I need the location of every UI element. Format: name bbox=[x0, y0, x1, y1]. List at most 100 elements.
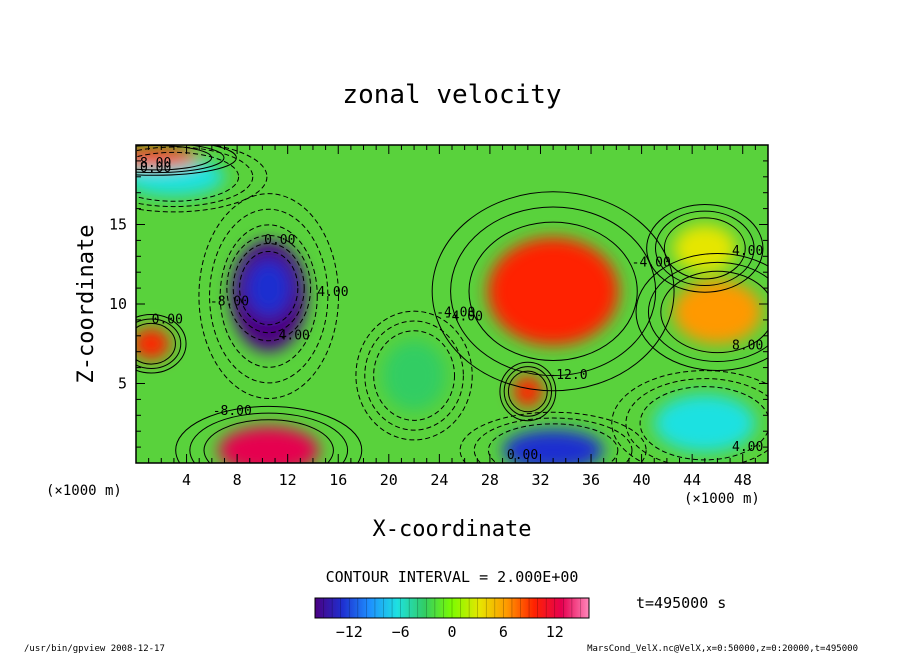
plot-area: 4.00 0.00 -4.00 8.00 -12.0 -8.00 0.00 4.00 -4.00… bbox=[136, 145, 768, 463]
contour-label: -4.00 bbox=[444, 309, 483, 324]
contour-label: -8.00 bbox=[213, 404, 252, 419]
contour-line bbox=[499, 361, 557, 422]
x-tick-label: 12 bbox=[279, 471, 297, 489]
y-tick-label: 10 bbox=[109, 295, 127, 313]
x-tick-label: 16 bbox=[329, 471, 347, 489]
contour-label: 8.00 bbox=[732, 339, 763, 354]
colorbar-tick-label: 12 bbox=[546, 623, 564, 641]
contour-line bbox=[198, 193, 339, 399]
colorbar-ticks: −12 −6 0 6 12 bbox=[336, 623, 564, 641]
colorbar-tick-label: −6 bbox=[392, 623, 410, 641]
contour-line bbox=[203, 419, 334, 463]
contour-line bbox=[136, 322, 176, 365]
y-axis-title: Z-coordinate bbox=[74, 225, 99, 384]
contour-line bbox=[503, 366, 553, 417]
field-feature bbox=[673, 224, 737, 273]
contour-line bbox=[373, 330, 456, 421]
contour-line bbox=[431, 191, 675, 392]
contour-line bbox=[136, 145, 237, 176]
contour-line bbox=[136, 145, 225, 174]
velocity-field bbox=[136, 148, 762, 463]
contour-label: 4.00 bbox=[732, 440, 763, 455]
contour-label: 4.00 bbox=[732, 244, 763, 259]
x-tick-label: 32 bbox=[531, 471, 549, 489]
x-tick-label: 4 bbox=[182, 471, 191, 489]
contour-line bbox=[663, 217, 746, 280]
x-tick-label: 44 bbox=[683, 471, 701, 489]
field-feature bbox=[136, 157, 225, 196]
contour-line bbox=[473, 417, 633, 463]
contour-line bbox=[468, 221, 638, 361]
chart-title: zonal velocity bbox=[342, 80, 561, 110]
contour-label: -12.0 bbox=[548, 368, 587, 383]
contour-labels: 4.00 0.00 -4.00 8.00 -12.0 -8.00 0.00 4.00 -4.00… bbox=[140, 156, 763, 463]
contour-interval-label: CONTOUR INTERVAL = 2.000E+00 bbox=[326, 568, 579, 586]
contour-label: 8.00 bbox=[140, 156, 171, 171]
contour-label: 4.00 bbox=[317, 285, 348, 300]
contour-line bbox=[239, 250, 299, 326]
contour-line bbox=[355, 310, 473, 441]
contour-line bbox=[136, 145, 268, 213]
contour-line bbox=[189, 412, 349, 463]
contour-label: 0.00 bbox=[264, 233, 295, 248]
x-axis-ticks: 4 8 12 16 20 24 28 32 36 40 44 48 bbox=[135, 145, 769, 489]
contour-line bbox=[611, 370, 768, 463]
x-tick-label: 48 bbox=[734, 471, 752, 489]
contour-label: 0.00 bbox=[140, 161, 171, 176]
contour-label: -8.00 bbox=[210, 294, 249, 309]
contour-line bbox=[655, 210, 755, 287]
contour-label: 0.00 bbox=[507, 448, 538, 463]
field-feature bbox=[245, 259, 292, 317]
x-tick-label: 8 bbox=[233, 471, 242, 489]
colorbar-fill bbox=[315, 598, 589, 618]
field-feature bbox=[136, 148, 200, 168]
field-feature bbox=[673, 280, 762, 344]
x-tick-label: 20 bbox=[380, 471, 398, 489]
contour-label: 4.00 bbox=[279, 328, 310, 343]
contour-line bbox=[232, 242, 305, 334]
colorbar-tick-label: 0 bbox=[447, 623, 456, 641]
contour-line bbox=[625, 378, 768, 463]
x-axis-title: X-coordinate bbox=[373, 517, 532, 542]
x-axis-unit-left: (×1000 m) bbox=[46, 483, 122, 499]
contour-line bbox=[175, 405, 363, 463]
colorbar-tick-label: −12 bbox=[336, 623, 363, 641]
x-tick-label: 28 bbox=[481, 471, 499, 489]
contour-line bbox=[136, 151, 240, 202]
contour-lines bbox=[136, 145, 768, 463]
x-axis-unit-right: (×1000 m) bbox=[684, 491, 760, 507]
contour-line bbox=[136, 318, 182, 370]
contour-line bbox=[459, 411, 647, 463]
footer-left: /usr/bin/gpview 2008-12-17 bbox=[24, 644, 165, 654]
contour-line bbox=[226, 234, 312, 342]
contour-line bbox=[647, 261, 768, 363]
contour-line bbox=[487, 423, 619, 463]
contour-line bbox=[507, 370, 548, 413]
time-label: t=495000 s bbox=[636, 594, 726, 612]
contour-line bbox=[209, 208, 329, 384]
contour-line bbox=[660, 270, 768, 354]
contour-line bbox=[450, 206, 657, 377]
field-feature bbox=[218, 426, 320, 463]
field-feature bbox=[502, 429, 604, 463]
contour-label: -4.00 bbox=[632, 255, 671, 270]
contour-label: 0.00 bbox=[152, 312, 183, 327]
field-feature bbox=[487, 237, 619, 346]
colorbar: −12 −6 0 6 12 bbox=[314, 597, 590, 641]
colorbar-tick-label: 6 bbox=[499, 623, 508, 641]
colorbar-segments bbox=[323, 598, 581, 618]
y-tick-label: 5 bbox=[118, 375, 127, 393]
contour-line bbox=[219, 224, 318, 368]
field-feature bbox=[382, 340, 446, 411]
contour-line bbox=[646, 203, 764, 293]
y-axis-ticks: 5 10 15 bbox=[109, 144, 768, 464]
contour-line bbox=[136, 314, 187, 374]
x-tick-label: 24 bbox=[430, 471, 448, 489]
x-tick-label: 40 bbox=[633, 471, 651, 489]
contour-label: -4.00 bbox=[436, 306, 475, 321]
field-feature bbox=[136, 327, 171, 360]
contour-line bbox=[364, 320, 464, 431]
x-tick-label: 36 bbox=[582, 471, 600, 489]
field-feature bbox=[512, 375, 544, 408]
